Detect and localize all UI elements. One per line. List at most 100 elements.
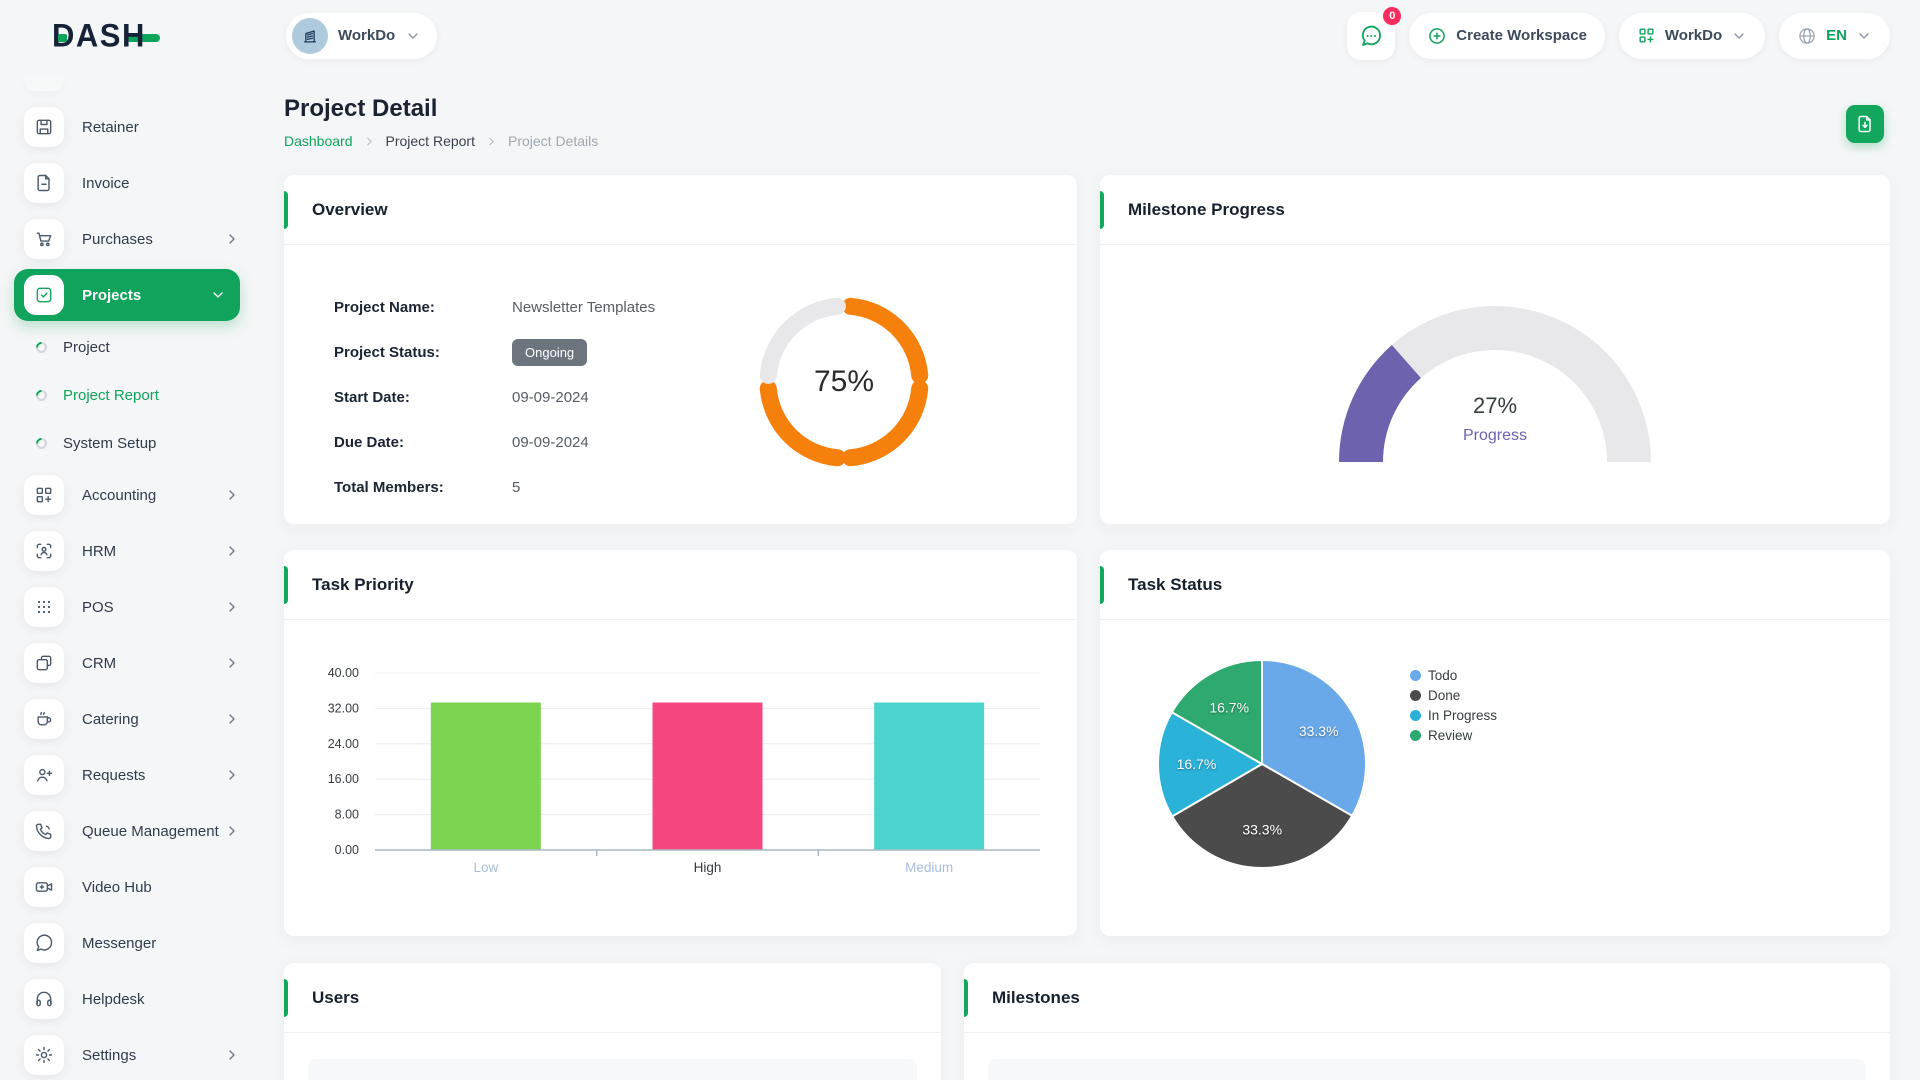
milestone-card-header: Milestone Progress — [1100, 175, 1890, 245]
svg-text:8.00: 8.00 — [335, 808, 359, 822]
overview-field-label: Project Status: — [334, 344, 440, 361]
bullet-icon — [33, 339, 50, 355]
status-badge: Ongoing — [512, 339, 588, 366]
svg-text:Low: Low — [473, 860, 498, 875]
sidebar-subitem-project[interactable]: Project — [0, 323, 258, 371]
gauge-series-label: Progress — [1462, 427, 1528, 444]
sidebar-item-label: Retainer — [82, 118, 139, 136]
svg-text:32.00: 32.00 — [328, 701, 359, 715]
breadcrumb-item[interactable]: Dashboard — [284, 133, 353, 149]
chevron-right-icon — [224, 1047, 240, 1063]
sidebar-item-label: CRM — [82, 654, 117, 672]
svg-text:24.00: 24.00 — [328, 737, 359, 751]
sidebar-subitem-system-setup[interactable]: System Setup — [0, 419, 258, 467]
topbar-actions: 0 Create Workspace WorkDo EN — [1347, 4, 1920, 60]
sidebar-item-helpdesk[interactable]: Helpdesk — [0, 971, 258, 1027]
legend-item-in-progress[interactable]: In Progress — [1410, 708, 1497, 723]
task-priority-card-title: Task Priority — [312, 574, 414, 594]
sidebar-item-accounting[interactable]: Accounting — [0, 467, 258, 523]
grid-plus-icon — [24, 475, 64, 515]
sidebar-item-pos[interactable]: POS — [0, 579, 258, 635]
sidebar-subitem-label: System Setup — [63, 434, 157, 452]
sidebar-item-crm[interactable]: CRM — [0, 635, 258, 691]
overview-field-value: 09-09-2024 — [512, 434, 589, 451]
sidebar-item-queue-management[interactable]: Queue Management — [0, 803, 258, 859]
task-priority-bar-chart: 40.00 32.00 24.00 16.00 8.00 0.00 Low High Mediu… — [284, 620, 1077, 936]
language-dropdown[interactable]: EN — [1779, 12, 1890, 59]
workspace-dropdown[interactable]: WorkDo — [1618, 12, 1766, 59]
messages-button[interactable]: 0 — [1347, 4, 1404, 60]
user-scan-icon — [24, 531, 64, 571]
sidebar-item-label: POS — [82, 598, 114, 616]
chevron-right-icon — [363, 135, 376, 148]
video-icon — [24, 867, 64, 907]
svg-text:33.3%: 33.3% — [1299, 723, 1339, 739]
legend-item-review[interactable]: Review — [1410, 728, 1497, 743]
overview-card-title: Overview — [312, 199, 388, 219]
sidebar-item-label: Invoice — [82, 174, 130, 192]
milestone-progress-card: Milestone Progress 27% Progress — [1100, 175, 1890, 524]
sidebar-item-projects[interactable]: Projects — [14, 269, 240, 321]
bullet-icon — [33, 435, 50, 451]
chat-icon — [24, 923, 64, 963]
sidebar-item-purchases[interactable]: Purchases — [0, 211, 258, 267]
sidebar-item-label: Requests — [82, 766, 146, 784]
user-plus-icon — [24, 755, 64, 795]
chevron-down-icon — [1731, 28, 1747, 44]
cart-icon — [24, 219, 64, 259]
task-status-card: Task Status 33.3% 33.3% 16.7% 16.7% Todo Don… — [1100, 550, 1890, 936]
completion-donut-chart: 75% — [749, 287, 939, 477]
task-status-card-title: Task Status — [1128, 574, 1223, 594]
sidebar-item-catering[interactable]: Catering — [0, 691, 258, 747]
sidebar-item-partial[interactable] — [0, 71, 258, 99]
brand-logo: DASH — [0, 16, 258, 54]
breadcrumb: Dashboard Project Report Project Details — [284, 133, 598, 149]
sidebar-item-video-hub[interactable]: Video Hub — [0, 859, 258, 915]
sidebar-item-requests[interactable]: Requests — [0, 747, 258, 803]
sidebar-item-label: Projects — [82, 286, 142, 304]
export-button[interactable] — [1846, 105, 1884, 143]
brand-name: DASH — [52, 16, 146, 54]
sidebar-item-retainer[interactable]: Retainer — [0, 99, 258, 155]
file-export-icon — [1855, 114, 1875, 134]
task-priority-card: Task Priority 40.00 32.00 24.00 16.00 8.00 0.… — [284, 550, 1077, 936]
dots-grid-icon — [24, 587, 64, 627]
sidebar-subitem-label: Project — [63, 338, 110, 356]
breadcrumb-item: Project Details — [507, 133, 599, 149]
sidebar-subitem-project-report[interactable]: Project Report — [0, 371, 258, 419]
sidebar-item-label: Accounting — [82, 486, 157, 504]
users-card-header: Users — [284, 963, 941, 1033]
overview-field-row: Total Members: 5 — [334, 465, 1077, 510]
sidebar-item-messenger[interactable]: Messenger — [0, 915, 258, 971]
milestones-card: Milestones NAMEPROGRESSCOSTSTATUSSTART D… — [964, 963, 1890, 1080]
sidebar-item-hrm[interactable]: HRM — [0, 523, 258, 579]
workspace-avatar — [292, 17, 328, 54]
legend-item-done[interactable]: Done — [1410, 688, 1497, 703]
overview-fields: Project Name: Newsletter Templates Project… — [284, 245, 1077, 510]
sidebar-item-invoice[interactable]: Invoice — [0, 155, 258, 211]
overview-field-row: Start Date: 09-09-2024 — [334, 375, 1077, 420]
sidebar-item-label: Helpdesk — [82, 990, 145, 1008]
sidebar-subitem-label: Project Report — [63, 386, 159, 404]
invoice-icon — [24, 163, 64, 203]
milestone-gauge-chart: 27% Progress — [1338, 305, 1652, 465]
overview-field-label: Start Date: — [334, 389, 410, 406]
svg-text:High: High — [694, 860, 722, 875]
breadcrumb-item[interactable]: Project Report — [385, 133, 475, 149]
workspace-selector-label: WorkDo — [338, 27, 396, 44]
overview-card-header: Overview — [284, 175, 1077, 245]
globe-icon — [1797, 26, 1817, 46]
overview-field-value: 5 — [512, 479, 521, 496]
sidebar-item-settings[interactable]: Settings — [0, 1027, 258, 1080]
workspace-selector[interactable]: WorkDo — [286, 12, 438, 59]
chevron-down-icon — [1856, 28, 1872, 44]
coffee-icon — [24, 699, 64, 739]
legend-label: Done — [1428, 688, 1461, 703]
overview-field-row: Project Status: Ongoing — [334, 330, 1077, 375]
legend-dot-icon — [1410, 670, 1421, 681]
sidebar-item-label: Purchases — [82, 230, 153, 248]
chevron-right-icon — [224, 655, 240, 671]
legend-item-todo[interactable]: Todo — [1410, 668, 1497, 683]
create-workspace-button[interactable]: Create Workspace — [1409, 12, 1605, 59]
